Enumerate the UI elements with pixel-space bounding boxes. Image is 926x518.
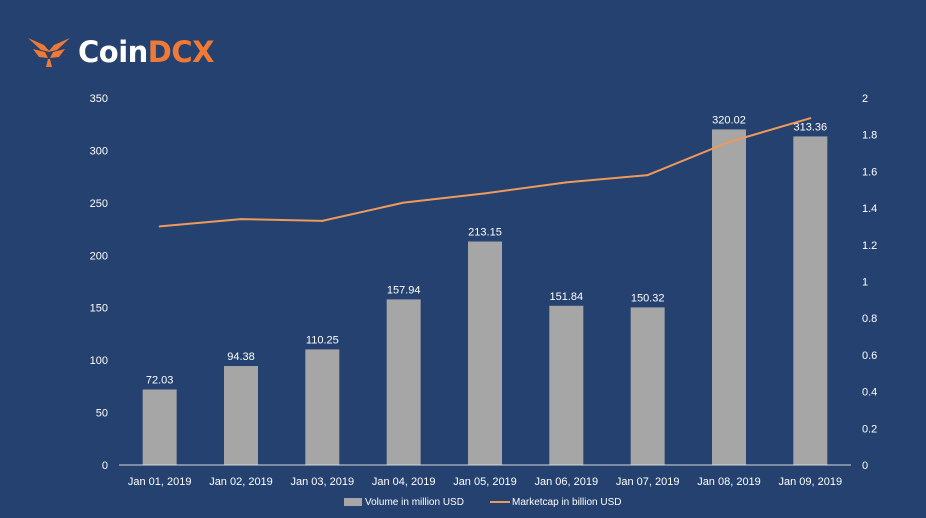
line-point-marketcap [728, 141, 730, 144]
bar-data-label: 320.02 [712, 114, 746, 126]
x-axis-tick-label: Jan 08, 2019 [697, 476, 761, 488]
bar-volume [224, 366, 258, 465]
brand-logo: CoinDCX [26, 34, 215, 70]
y2-axis-tick-label: 2 [862, 93, 868, 105]
y-axis-tick-label: 200 [90, 250, 108, 262]
brand-wordmark: CoinDCX [78, 34, 215, 69]
bar-volume [549, 305, 584, 465]
bar-data-label: 213.15 [468, 226, 502, 238]
y2-axis-tick-label: 0.6 [862, 350, 877, 362]
line-point-marketcap [565, 181, 568, 184]
y2-axis-tick-label: 1.8 [862, 130, 877, 142]
bar-volume [630, 307, 665, 465]
x-axis-tick-label: Jan 03, 2019 [291, 476, 355, 488]
line-point-marketcap [158, 225, 161, 228]
legend-label-marketcap: Marketcap in billion USD [512, 497, 622, 508]
x-axis-tick-label: Jan 04, 2019 [372, 476, 436, 488]
y2-axis-tick-label: 1 [862, 277, 868, 289]
line-point-marketcap [321, 219, 324, 222]
line-point-marketcap [240, 218, 242, 221]
bar-volume [712, 129, 746, 466]
y-axis-tick-label: 100 [90, 355, 108, 367]
line-point-marketcap [484, 192, 486, 195]
x-axis-tick-label: Jan 05, 2019 [453, 476, 517, 488]
x-axis-tick-label: Jan 06, 2019 [535, 476, 599, 488]
bar-data-label: 313.36 [794, 121, 828, 133]
brand-name-dcx: DCX [147, 34, 215, 69]
bar-data-label: 151.84 [550, 291, 584, 303]
bar-volume [142, 389, 177, 465]
y-axis-tick-label: 150 [90, 303, 108, 315]
bar-volume [386, 299, 421, 465]
x-axis-tick-label: Jan 09, 2019 [779, 476, 843, 488]
bar-volume [793, 136, 828, 465]
y2-axis-tick-label: 1.6 [862, 166, 877, 178]
bar-volume [468, 241, 502, 465]
y2-axis-tick-label: 0.2 [862, 423, 877, 435]
bar-data-label: 157.94 [387, 284, 421, 296]
y2-axis-tick-label: 1.2 [862, 240, 877, 252]
y2-axis-tick-label: 0 [862, 460, 868, 472]
legend-swatch-volume [344, 498, 362, 506]
bar-data-label: 72.03 [146, 374, 174, 386]
y-axis-tick-label: 50 [96, 408, 108, 420]
bar-data-label: 94.38 [227, 351, 255, 363]
y2-axis-tick-label: 1.4 [862, 203, 877, 215]
y2-axis-tick-label: 0.4 [862, 387, 877, 399]
y-axis-tick-label: 250 [90, 198, 108, 210]
line-point-marketcap [402, 201, 405, 204]
bar-volume [305, 349, 340, 465]
y-axis-tick-label: 350 [90, 93, 108, 105]
y-axis-tick-label: 300 [90, 145, 108, 157]
bar-data-label: 150.32 [631, 292, 665, 304]
x-axis-tick-label: Jan 02, 2019 [209, 476, 273, 488]
x-axis-tick-label: Jan 01, 2019 [128, 476, 192, 488]
bar-data-label: 110.25 [306, 334, 339, 346]
line-point-marketcap [809, 117, 812, 120]
x-axis-tick-label: Jan 07, 2019 [616, 476, 680, 488]
y2-axis-tick-label: 0.8 [862, 313, 877, 325]
line-point-marketcap [646, 174, 649, 177]
brand-name-coin: Coin [78, 34, 148, 69]
coindcx-bird-icon [28, 38, 70, 67]
y-axis-tick-label: 0 [102, 460, 108, 472]
legend-label-volume: Volume in million USD [365, 497, 464, 508]
